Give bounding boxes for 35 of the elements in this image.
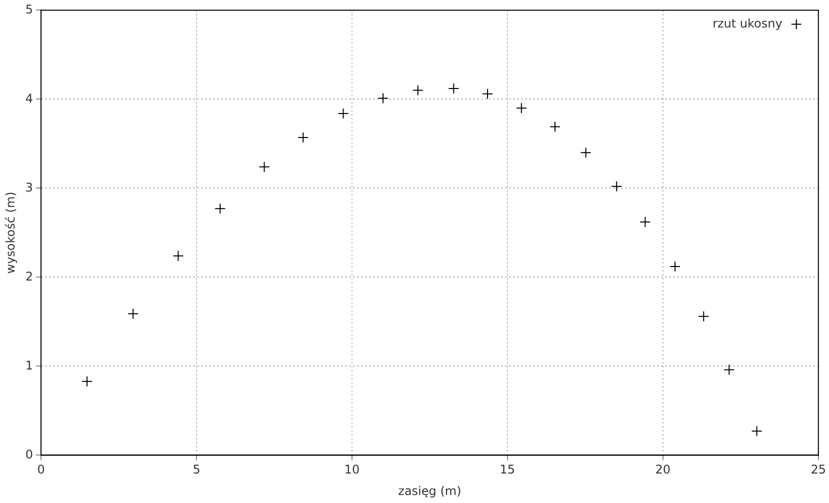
point	[580, 147, 592, 158]
point	[412, 84, 424, 96]
y-tick-label: 5	[25, 2, 34, 16]
point	[516, 102, 527, 114]
y-tick-label: 0	[25, 447, 34, 462]
y-axis-title: wysokość (m)	[3, 192, 18, 274]
point	[82, 376, 93, 387]
point	[172, 250, 184, 262]
x-tick-label: 15	[500, 462, 516, 477]
x-axis-title: zasięg (m)	[398, 484, 462, 498]
x-tick-label: 0	[37, 462, 45, 477]
y-tick-label: 3	[25, 180, 34, 194]
x-tick-label: 25	[810, 462, 826, 477]
point	[751, 426, 762, 437]
point	[724, 364, 735, 376]
point	[698, 310, 710, 322]
point	[214, 203, 226, 214]
x-tick-label: 10	[344, 462, 360, 477]
point	[258, 161, 270, 172]
point	[550, 121, 561, 132]
point	[298, 132, 309, 143]
point	[338, 108, 349, 119]
x-tick-label: 5	[192, 462, 200, 477]
point	[448, 83, 460, 94]
legend-label: rzut ukosny	[712, 16, 782, 30]
point	[378, 92, 389, 104]
point	[611, 180, 622, 192]
y-tick-label: 2	[25, 269, 34, 284]
point	[640, 216, 651, 228]
point	[482, 88, 494, 100]
x-tick-label: 20	[655, 462, 671, 477]
point	[128, 308, 139, 320]
y-tick-label: 1	[25, 358, 34, 372]
y-tick-label: 4	[25, 91, 34, 106]
point	[670, 261, 681, 272]
